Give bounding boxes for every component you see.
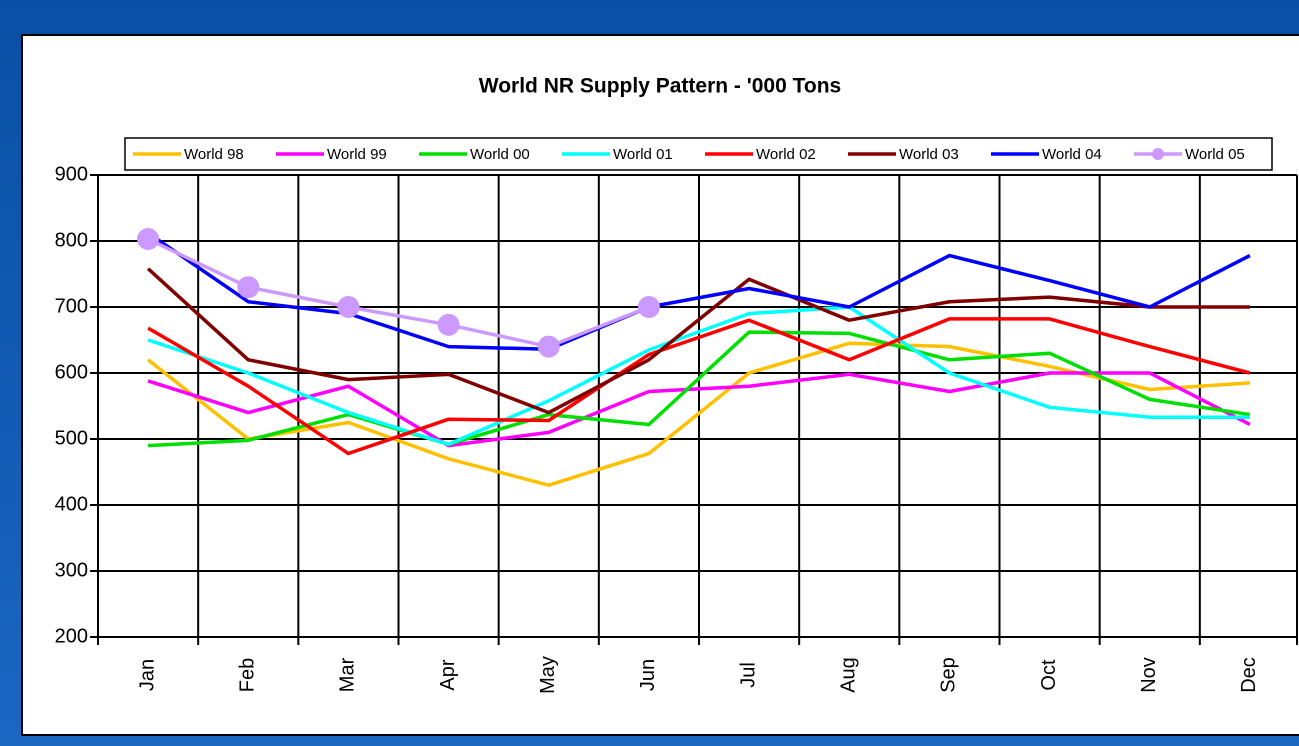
x-tick-label: Dec	[1238, 657, 1260, 693]
series-line	[146, 341, 1251, 487]
legend-label: World 04	[1042, 146, 1102, 163]
chart-title: World NR Supply Pattern - '000 Tons	[479, 75, 841, 98]
y-tick-label: 600	[55, 361, 88, 383]
series-line	[147, 317, 1251, 456]
series-line	[147, 231, 1251, 351]
series-marker	[237, 276, 260, 299]
series-line	[147, 330, 1251, 448]
series-marker	[537, 335, 560, 358]
x-tick-label: Feb	[237, 658, 259, 692]
series-marker	[637, 296, 660, 318]
series-line	[147, 371, 1251, 448]
series-line	[146, 267, 1250, 415]
x-tick-label: May	[537, 656, 559, 694]
series-marker	[437, 313, 460, 336]
x-tick-label: Jul	[737, 662, 759, 688]
y-tick-label: 200	[55, 625, 88, 647]
y-tick-label: 800	[55, 229, 88, 251]
y-tick-label: 400	[55, 493, 88, 515]
x-tick-label: Jun	[637, 659, 659, 691]
series-marker	[137, 228, 160, 251]
legend-label: World 99	[327, 146, 387, 163]
legend-label: World 02	[756, 146, 816, 163]
legend-label: World 03	[899, 146, 959, 163]
legend-label: World 00	[470, 146, 530, 163]
y-tick-label: 900	[55, 163, 88, 185]
legend-label: World 98	[184, 146, 244, 163]
legend-marker	[1152, 148, 1164, 160]
y-tick-label: 700	[55, 295, 88, 317]
series-line	[147, 237, 650, 349]
x-tick-label: Sep	[938, 657, 960, 693]
x-tick-label: Jan	[136, 659, 158, 691]
legend-label: World 01	[613, 146, 673, 163]
series-marker	[337, 296, 360, 318]
x-tick-label: Aug	[838, 657, 860, 693]
y-tick-label: 300	[55, 559, 88, 581]
x-tick-label: Mar	[337, 657, 359, 692]
legend-label: World 05	[1185, 146, 1245, 163]
series-line	[147, 305, 1250, 447]
x-tick-label: Apr	[437, 659, 459, 690]
x-tick-label: Oct	[1038, 659, 1060, 691]
x-tick-label: Nov	[1138, 657, 1160, 693]
y-tick-label: 500	[55, 427, 88, 449]
